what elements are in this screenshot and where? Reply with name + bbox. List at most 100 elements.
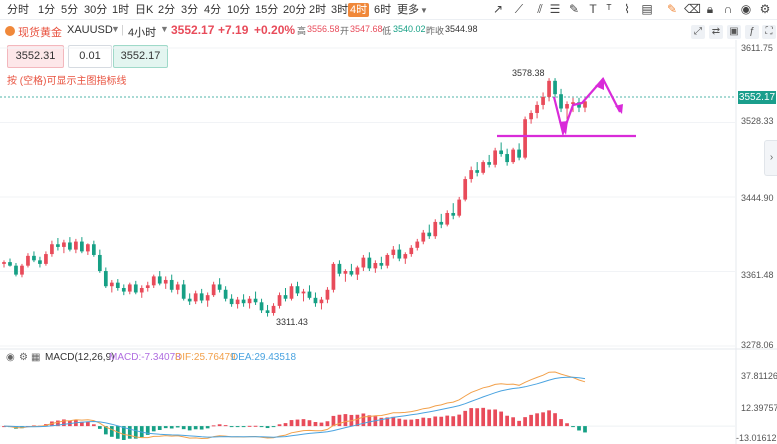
timeframe-tab[interactable]: 30分 — [84, 4, 108, 16]
lock-icon[interactable]: 🔒︎ — [706, 2, 714, 16]
fullscreen-icon[interactable]: ⛶ — [762, 25, 776, 39]
candle — [175, 284, 180, 290]
compare-icon[interactable]: ⇄ — [709, 25, 723, 39]
fibonacci-icon[interactable]: ☰ — [549, 2, 561, 16]
timeframe-tab[interactable]: 15分 — [255, 4, 279, 16]
indicator-icon[interactable]: ƒ — [745, 25, 759, 39]
parallel-channel-icon[interactable]: ⫽ — [537, 2, 543, 16]
macd-histogram-bar — [373, 416, 378, 427]
user-drawing-annotation — [497, 77, 636, 138]
more-timeframes-dropdown[interactable]: 更多▼ — [395, 3, 430, 17]
candle — [74, 241, 78, 250]
layers-icon[interactable]: ▤ — [641, 2, 653, 16]
candle — [541, 96, 545, 105]
timeframe-tab[interactable]: 4分 — [204, 4, 222, 16]
magnet-icon[interactable]: ∩ — [723, 2, 733, 16]
timeframe-tab[interactable]: 1分 — [38, 4, 56, 16]
macd-histogram-bar — [493, 409, 498, 427]
macd-histogram-bar — [295, 419, 300, 427]
eye-icon[interactable]: ◉ — [740, 2, 752, 16]
timeframe-tab[interactable]: 3分 — [181, 4, 199, 16]
macd-histogram-bar — [26, 425, 30, 427]
timeframe-tab[interactable]: 日K — [135, 4, 154, 16]
pen-icon[interactable]: ✎ — [568, 2, 580, 16]
macd-histogram-bar — [385, 417, 390, 427]
candle — [373, 263, 378, 269]
macd-histogram-bar — [475, 408, 480, 427]
timeframe-tab[interactable]: 5分 — [61, 4, 79, 16]
macd-histogram-bar — [271, 426, 276, 428]
timeframe-tab[interactable]: 1时 — [112, 4, 130, 16]
macd-histogram-bar — [127, 426, 132, 439]
open-label: 开 — [340, 26, 350, 36]
edit-drawing-icon[interactable]: ✎ — [666, 2, 678, 16]
macd-histogram-bar — [50, 421, 54, 427]
text-tool-icon[interactable]: T — [589, 2, 597, 16]
lot-size-input[interactable]: 0.01 — [68, 45, 112, 68]
dea-value: DEA:29.43518 — [231, 352, 297, 363]
candle — [421, 232, 426, 242]
macd-histogram-bar — [337, 414, 342, 427]
buy-price-button[interactable]: 3552.17 — [113, 45, 168, 68]
timeframe-tab[interactable]: 2时 — [309, 4, 327, 16]
candle — [559, 94, 563, 109]
low-label: 低 — [382, 26, 392, 36]
candle — [355, 267, 360, 275]
candle — [397, 249, 402, 259]
candle — [14, 265, 18, 275]
timeframe-tab[interactable]: 6时 — [374, 4, 392, 16]
macd-histogram-bar — [343, 414, 348, 427]
timeframe-tab[interactable]: 10分 — [227, 4, 251, 16]
macd-histogram-bar — [193, 426, 198, 430]
screenshot-icon[interactable]: ▣ — [727, 25, 741, 39]
chevron-right-icon[interactable]: › — [764, 140, 777, 176]
eraser-icon[interactable]: ⌫ — [684, 2, 701, 16]
settings-gear-icon[interactable]: ⚙ — [759, 2, 771, 16]
macd-histogram-bar — [133, 426, 138, 439]
timeframe-tab[interactable]: 分时 — [7, 4, 29, 16]
zoom-in-icon[interactable]: ⤢ — [691, 25, 705, 39]
macd-histogram-bar — [379, 417, 384, 427]
settings-gear-icon[interactable]: ⚙ — [19, 352, 28, 363]
macd-histogram-bar — [103, 426, 108, 435]
high-marker-label: 3578.38 — [512, 68, 545, 78]
macd-histogram-bar — [169, 426, 174, 429]
sell-price-button[interactable]: 3552.31 — [7, 45, 64, 68]
dif-line — [3, 371, 586, 440]
macd-histogram-bar — [403, 419, 408, 427]
macd-histogram-bar — [511, 417, 515, 427]
indicator-icon[interactable]: ▦ — [31, 352, 41, 363]
dea-line — [3, 376, 586, 438]
macd-histogram-bar — [535, 413, 539, 427]
price-axis-label: 3444.90 — [741, 193, 774, 203]
symbol-name[interactable]: 现货黄金 — [18, 27, 62, 39]
shapes-icon[interactable]: ⌇ — [624, 2, 630, 16]
candle — [517, 149, 521, 158]
macd-histogram-bar — [577, 426, 581, 431]
text-tool-icon[interactable]: ᵀ — [606, 2, 612, 16]
candle — [481, 162, 486, 173]
timeframe-tab-active[interactable]: 4时 — [348, 3, 370, 17]
candle — [547, 80, 551, 97]
candle — [319, 299, 324, 304]
candle — [313, 297, 318, 304]
timeframe-tab[interactable]: 2分 — [158, 4, 176, 16]
timeframe-tab[interactable]: 20分 — [283, 4, 307, 16]
macd-axis-label: -13.01612 — [736, 433, 777, 443]
ray-line-icon[interactable]: ⟋ — [514, 2, 524, 16]
candle — [277, 295, 282, 306]
prev-close-label: 昨收 — [426, 26, 445, 36]
macd-histogram-bar — [361, 413, 366, 427]
chevron-down-icon[interactable]: ▼ — [160, 24, 169, 34]
candle — [553, 80, 557, 95]
interval-select[interactable]: 4小时 — [128, 27, 157, 39]
candle — [253, 298, 258, 303]
candle — [85, 244, 90, 252]
symbol-code[interactable]: XAUUSD — [67, 24, 113, 36]
timeframe-tab[interactable]: 3时 — [331, 4, 349, 16]
candle — [385, 254, 390, 266]
eye-icon[interactable]: ◉ — [6, 352, 15, 363]
chevron-down-icon[interactable]: ▼ — [111, 24, 120, 34]
trend-line-icon[interactable]: ↗ — [492, 2, 504, 16]
macd-histogram-bar — [457, 414, 462, 427]
